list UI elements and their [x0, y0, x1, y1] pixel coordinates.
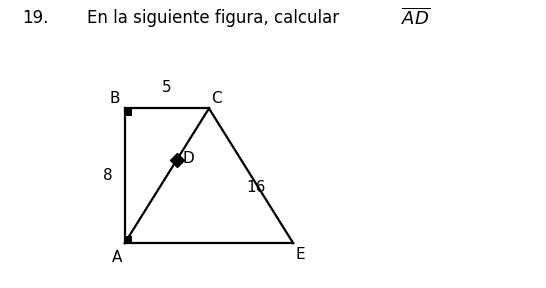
Text: 16: 16: [246, 180, 265, 195]
Text: C: C: [211, 91, 222, 106]
Text: 8: 8: [103, 168, 113, 183]
Text: $\overline{AD}$: $\overline{AD}$: [401, 7, 430, 28]
Text: 19.: 19.: [22, 9, 48, 27]
Text: B: B: [110, 91, 121, 106]
Text: En la siguiente figura, calcular: En la siguiente figura, calcular: [87, 9, 345, 27]
Bar: [124, 236, 132, 243]
Text: E: E: [296, 247, 305, 262]
Text: A: A: [112, 250, 122, 265]
Bar: [124, 108, 132, 116]
Text: 5: 5: [162, 80, 171, 95]
Text: D: D: [183, 151, 194, 166]
